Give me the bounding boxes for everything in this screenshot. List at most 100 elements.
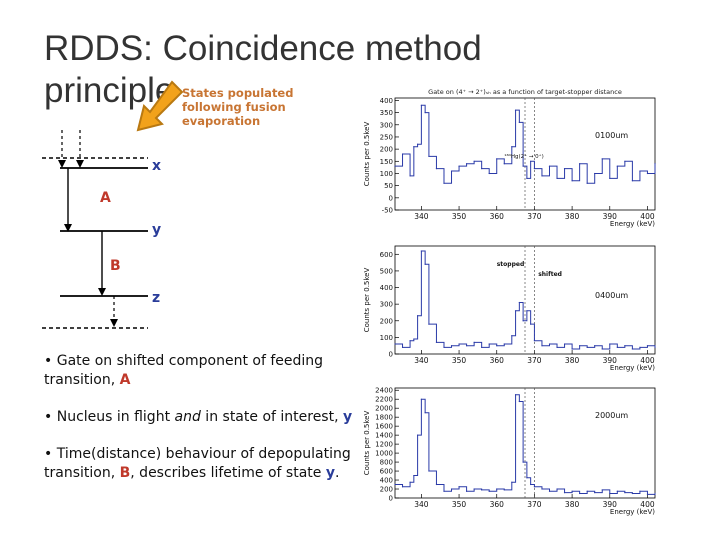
chart-2-point-38 <box>639 490 641 492</box>
chart-0-point-34 <box>609 177 611 179</box>
bullet-2-pre: Nucleus in flight <box>56 409 175 425</box>
chart-2-xtick-label-4: 380 <box>565 500 580 509</box>
chart-2-point-15 <box>488 490 490 492</box>
bullet-1: • Gate on shifted component of feeding t… <box>44 353 324 388</box>
transition-A-arrowhead <box>64 224 72 232</box>
chart-0-point-2 <box>409 175 411 177</box>
bullet-3-mid: , describes lifetime of state <box>130 465 326 481</box>
chart-2-xlabel: Energy (keV) <box>610 508 655 516</box>
chart-1-point-31 <box>586 346 588 348</box>
chart-2-point-4 <box>417 434 419 436</box>
chart-0-point-8 <box>435 168 438 170</box>
chart-2-point-19 <box>514 394 517 396</box>
chart-0-point-29 <box>571 180 573 182</box>
transition-B-arrowhead <box>98 288 106 296</box>
chart-2-point-28 <box>563 492 566 494</box>
chart-1-point-27 <box>556 346 558 348</box>
chart-0-point-18 <box>511 146 513 148</box>
label-z: z <box>152 290 160 306</box>
chart-2-ytick-label-12: 2400 <box>375 387 393 395</box>
chart-0-point-37 <box>631 180 633 182</box>
chart-2-xtick-label-3: 370 <box>527 500 542 509</box>
chart-0-point-36 <box>624 160 626 162</box>
chart-0-point-40 <box>654 163 656 165</box>
chart-2-point-34 <box>609 492 611 495</box>
chart-1-ylabel: Counts per 0.5keV <box>363 268 371 333</box>
chart-0-point-20 <box>518 121 520 123</box>
chart-2-point-37 <box>631 492 633 495</box>
chart-0-point-24 <box>533 168 536 170</box>
chart-1-ytick-label-1: 100 <box>380 334 393 342</box>
bullet-3-pre: Time(distance) behaviour of depopulating… <box>44 446 351 481</box>
chart-2-ytick-label-4: 800 <box>380 459 393 467</box>
chart-1-point-7 <box>428 323 430 325</box>
chart-1-point-30 <box>579 345 581 347</box>
chart-0-xtick-label-1: 350 <box>452 212 467 221</box>
chart-2-xtick-label-1: 350 <box>452 500 467 509</box>
chart-0-point-11 <box>458 165 460 167</box>
chart-0-point-23 <box>530 160 532 162</box>
chart-1-point-40 <box>654 346 656 348</box>
chart-1-point-34 <box>609 343 611 345</box>
chart-1-point-24 <box>533 340 536 342</box>
slide-title: RDDS: Coincidence method principle <box>44 28 644 112</box>
chart-0-xtick-label-0: 340 <box>414 212 429 221</box>
chart-1-point-29 <box>571 348 573 350</box>
chart-1-point-35 <box>616 346 618 348</box>
chart-0-title: Gate on (4⁺ → 2⁺)ₛₕ as a function of tar… <box>428 88 622 96</box>
chart-1-ytick-label-5: 500 <box>380 267 393 275</box>
chart-0-point-17 <box>503 163 505 165</box>
chart-1-ytick-label-6: 600 <box>380 251 393 259</box>
chart-1-point-25 <box>541 345 543 347</box>
chart-0-point-32 <box>594 172 596 175</box>
chart-1-point-0 <box>394 343 396 345</box>
title-line-1: RDDS: Coincidence method <box>44 29 482 68</box>
chart-0-xtick-label-3: 370 <box>527 212 542 221</box>
chart-1-point-26 <box>548 343 551 345</box>
chart-0-ytick-label-1: 0 <box>389 194 393 202</box>
chart-0-point-6 <box>424 112 426 114</box>
chart-2-point-6 <box>424 412 426 414</box>
chart-0-ytick-label-4: 150 <box>380 158 393 166</box>
chart-0-ytick-label-5: 200 <box>380 146 393 154</box>
chart-1-point-20 <box>518 301 520 304</box>
chart-2-point-23 <box>530 483 532 486</box>
chart-2-annotation: 2000um <box>595 411 628 420</box>
chart-1-point-14 <box>481 346 483 348</box>
chart-0-ytick-label-6: 250 <box>380 133 393 141</box>
chart-0-point-21 <box>522 165 524 167</box>
chart-2-point-32 <box>594 492 596 494</box>
chart-2-point-8 <box>435 483 438 486</box>
annotation-line-1: States populated <box>182 86 294 100</box>
label-A: A <box>100 190 111 206</box>
chart-2-ytick-label-10: 2000 <box>375 405 393 413</box>
feed-arrowhead-1 <box>58 160 66 168</box>
chart-1-point-16 <box>496 345 498 347</box>
chart-2-point-3 <box>413 474 415 477</box>
chart-0-annotation: 0100um <box>595 131 628 140</box>
chart-0-point-4 <box>417 143 419 145</box>
chart-0-xtick-label-2: 360 <box>490 212 505 221</box>
chart-1-ytick-label-2: 200 <box>380 317 393 325</box>
label-x: x <box>152 158 161 174</box>
bullet-3-highlight-1: B <box>119 465 131 481</box>
chart-0-point-1 <box>401 153 404 155</box>
label-B: B <box>110 258 121 274</box>
chart-1-point-36 <box>624 345 626 347</box>
chart-2-ytick-label-11: 2200 <box>375 396 393 404</box>
chart-2-xtick-label-6: 400 <box>640 500 655 509</box>
chart-1-point-38 <box>639 346 641 348</box>
chart-0-point-31 <box>586 182 588 184</box>
bullet-3-end: . <box>334 465 340 481</box>
chart-1-point-9 <box>443 346 445 348</box>
chart-0-point-27 <box>556 177 558 179</box>
chart-0-xtick-label-6: 400 <box>640 212 655 221</box>
chart-2-point-5 <box>420 398 422 400</box>
chart-1-xtick-label-3: 370 <box>527 356 542 365</box>
chart-1-point-5 <box>420 250 422 252</box>
chart-1-point-13 <box>473 341 475 343</box>
chart-1-point-3 <box>413 338 415 340</box>
chart-0-point-30 <box>579 163 581 165</box>
chart-1-xtick-label-5: 390 <box>603 356 618 365</box>
chart-2-point-36 <box>624 492 626 494</box>
